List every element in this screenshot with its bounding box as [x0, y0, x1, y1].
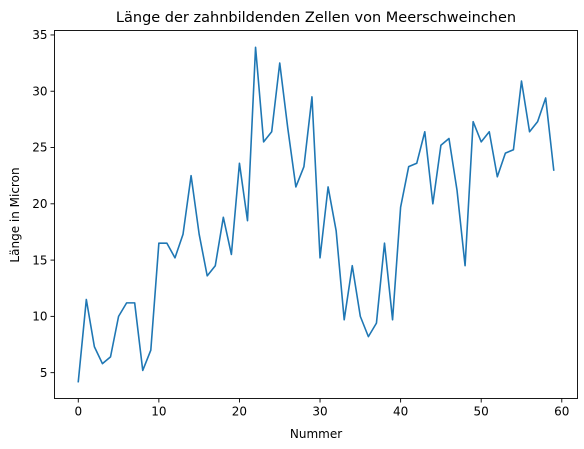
plot-area: 0 10 20 30 40 50 60 5 10 15 20 25 30 35 [32, 28, 578, 419]
chart-title: Länge der zahnbildenden Zellen von Meers… [116, 10, 516, 26]
y-tick-label: 5 [40, 366, 48, 380]
x-tick-label: 20 [232, 405, 247, 419]
y-tick-label: 25 [32, 141, 47, 155]
x-tick-label: 0 [74, 405, 82, 419]
x-tick-label: 30 [312, 405, 327, 419]
axes-frame [54, 30, 578, 399]
y-tick-label: 35 [32, 28, 47, 42]
y-tick-label: 10 [32, 310, 47, 324]
x-tick-label: 60 [554, 405, 569, 419]
x-tick-label: 50 [474, 405, 489, 419]
y-tick-label: 20 [32, 197, 47, 211]
x-tick-label: 40 [393, 405, 408, 419]
y-tick-label: 30 [32, 84, 47, 98]
data-series-line [77, 46, 555, 383]
x-tick-label: 10 [151, 405, 166, 419]
y-axis-label: Länge in Micron [8, 167, 22, 262]
y-tick-label: 15 [32, 253, 47, 267]
x-axis-label: Nummer [290, 427, 342, 441]
